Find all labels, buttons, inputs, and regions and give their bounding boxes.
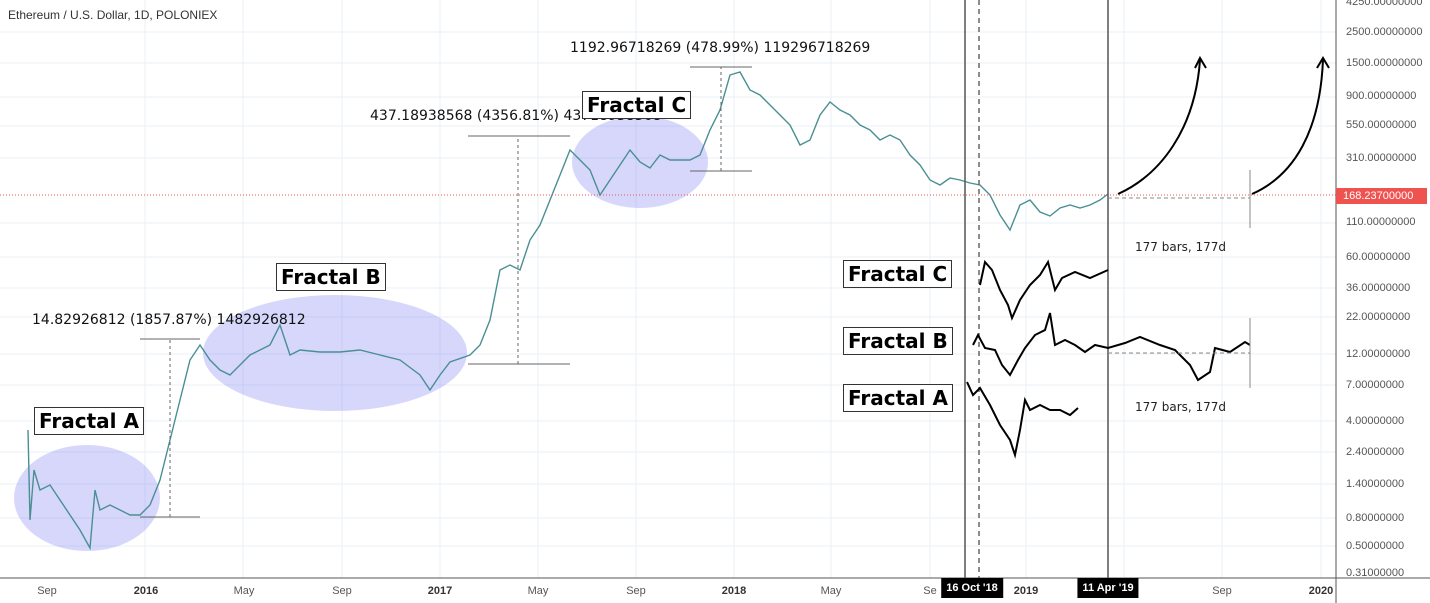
- y-tick: 7.00000000: [1346, 379, 1405, 391]
- overlay-fractal-b: [972, 312, 1251, 382]
- y-tick: 36.00000000: [1346, 282, 1411, 294]
- bars-note-2: 177 bars, 177d: [1135, 400, 1227, 414]
- overlay-fractal-a: [966, 381, 1079, 459]
- x-tick: 2019: [1013, 585, 1039, 597]
- x-tick: Sep: [626, 585, 646, 597]
- projection-arrow-2: [1251, 59, 1324, 195]
- y-tick: 2.40000000: [1346, 446, 1405, 458]
- bars-projection: [1108, 170, 1251, 388]
- x-tick: 2020: [1308, 585, 1334, 597]
- chart-title: Ethereum / U.S. Dollar, 1D, POLONIEX: [8, 8, 218, 22]
- fractal-a-ellipse: [14, 445, 160, 551]
- x-tick: May: [233, 585, 255, 597]
- fractal-a-label[interactable]: Fractal A: [34, 407, 144, 435]
- y-tick: 12.00000000: [1346, 348, 1411, 360]
- x-tick: 2016: [133, 585, 159, 597]
- y-tick: 2500.00000000: [1346, 26, 1423, 38]
- x-tick: 2017: [427, 585, 453, 597]
- y-tick: 0.80000000: [1346, 512, 1405, 524]
- x-tick: Sep: [1212, 585, 1232, 597]
- current-price-tag: 168.23700000: [1336, 188, 1427, 204]
- overlay-fractal-c-label[interactable]: Fractal C: [843, 260, 953, 288]
- y-tick: 60.00000000: [1346, 251, 1411, 263]
- bars-note-1: 177 bars, 177d: [1135, 240, 1227, 254]
- measure-label-c: 1192.96718269 (478.99%) 119296718269: [570, 40, 871, 56]
- date-marker-11-apr-19: 11 Apr '19: [1077, 578, 1139, 598]
- fractal-b-ellipse: [203, 295, 467, 411]
- fractal-b-label[interactable]: Fractal B: [276, 263, 386, 291]
- x-tick: Sep: [37, 585, 57, 597]
- x-tick: May: [820, 585, 842, 597]
- y-tick: 1.40000000: [1346, 478, 1405, 490]
- x-tick: Se: [923, 585, 937, 597]
- overlay-fractal-c: [979, 259, 1109, 321]
- y-tick: 110.00000000: [1346, 216, 1416, 228]
- y-tick: 1500.00000000: [1346, 57, 1423, 69]
- measure-tools: [140, 66, 752, 518]
- grid: [0, 0, 1336, 578]
- y-tick: 550.00000000: [1346, 119, 1417, 131]
- date-marker-16-oct-18: 16 Oct '18: [941, 578, 1003, 598]
- x-tick: 2018: [721, 585, 747, 597]
- y-tick: 0.31000000: [1346, 567, 1405, 579]
- overlay-fractal-b-label[interactable]: Fractal B: [843, 327, 953, 355]
- x-tick: May: [527, 585, 549, 597]
- price-series: [27, 71, 1109, 551]
- y-tick: 4.00000000: [1346, 415, 1405, 427]
- overlay-fractal-a-label[interactable]: Fractal A: [843, 384, 953, 412]
- y-tick: 310.00000000: [1346, 152, 1417, 164]
- y-tick: 0.50000000: [1346, 540, 1405, 552]
- x-tick: Sep: [332, 585, 352, 597]
- y-tick: 4250.00000000: [1346, 0, 1423, 8]
- measure-label-a: 14.82926812 (1857.87%) 1482926812: [32, 312, 306, 328]
- fractal-c-label[interactable]: Fractal C: [582, 91, 692, 119]
- y-tick: 900.00000000: [1346, 90, 1417, 102]
- projection-arrow-1: [1117, 59, 1201, 195]
- y-tick: 22.00000000: [1346, 311, 1411, 323]
